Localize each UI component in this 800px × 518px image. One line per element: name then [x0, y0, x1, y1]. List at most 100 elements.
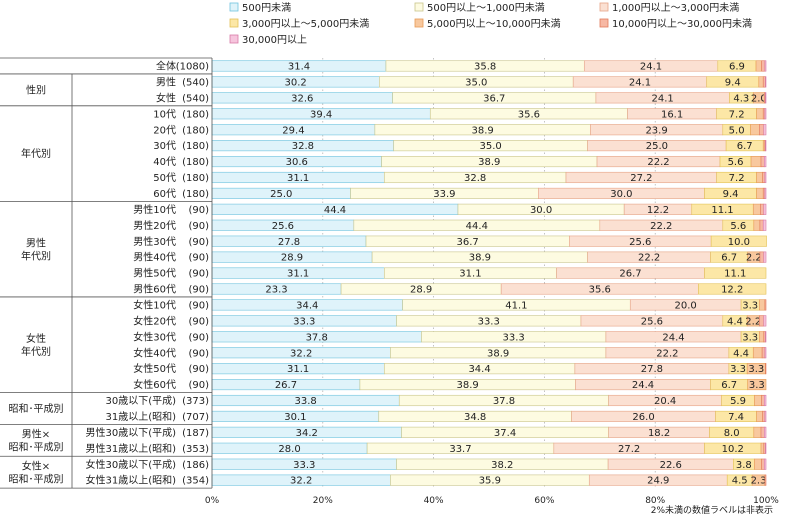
data-label: 35.0 — [480, 141, 502, 152]
row-sample-size: (707) — [182, 412, 209, 423]
bar-segment — [755, 60, 762, 72]
data-label: 33.3 — [293, 316, 315, 327]
data-label: 37.8 — [306, 332, 328, 343]
legend-swatch — [599, 18, 609, 28]
data-label: 34.8 — [464, 412, 486, 423]
data-label: 25.0 — [646, 141, 668, 152]
bar-segment — [765, 331, 767, 343]
data-label: 5.6 — [730, 221, 746, 232]
row-sample-size: (354) — [182, 476, 209, 487]
row-label: 男性30代 — [133, 235, 176, 248]
row-label: 女性 — [156, 91, 176, 104]
row-label: 女性60代 — [133, 378, 176, 391]
legend-swatch — [414, 2, 424, 12]
data-label: 37.4 — [494, 428, 516, 439]
data-label: 22.2 — [656, 348, 678, 359]
row-sample-size: (90) — [188, 221, 209, 232]
data-label: 6.7 — [737, 141, 753, 152]
bar-segment — [698, 283, 767, 295]
data-label: 35.6 — [518, 109, 540, 120]
data-label: 24.1 — [640, 62, 662, 73]
data-label: 25.6 — [629, 237, 651, 248]
legend-label: 500円未満 — [242, 2, 291, 14]
data-label: 7.2 — [729, 173, 745, 184]
legend-label: 500円以上～1,000円未満 — [427, 2, 545, 14]
row-sample-size: (90) — [188, 253, 209, 264]
data-label: 6.9 — [729, 62, 745, 73]
bar-segment — [765, 92, 767, 104]
row-label: 女性40代 — [133, 346, 176, 359]
x-tick-label: 40% — [424, 496, 444, 506]
row-label: 男性 — [156, 75, 176, 88]
row-label: 女性50代 — [133, 362, 176, 375]
data-label: 24.4 — [662, 332, 684, 343]
bar-segment — [762, 171, 766, 184]
data-label: 4.4 — [727, 316, 743, 327]
bar-segment — [764, 347, 767, 359]
data-label: 36.7 — [457, 237, 479, 248]
data-label: 32.8 — [292, 141, 314, 152]
data-label: 31.1 — [459, 269, 481, 280]
bar-segment — [756, 410, 763, 422]
row-label: 男性40代 — [133, 251, 176, 264]
row-label: 男性20代 — [133, 219, 176, 232]
group-label: 男性×昭和･平成別 — [9, 427, 64, 453]
data-label: 32.2 — [290, 476, 312, 487]
bar-segment — [754, 458, 762, 470]
bars: 31.4 35.8 24.1 6.9 30.2 35.0 24.1 9.4 32.6 36.7 24… — [211, 60, 767, 487]
data-label: 39.4 — [310, 109, 332, 120]
group-label: 女性年代別 — [21, 332, 51, 358]
row-sample-size: (180) — [182, 109, 209, 120]
data-label: 31.4 — [288, 62, 310, 73]
bar-segment — [760, 203, 765, 215]
data-label: 22.2 — [647, 157, 669, 168]
row-label: 50代 — [153, 172, 176, 184]
data-label: 36.7 — [483, 93, 505, 104]
bar-segment — [762, 410, 766, 422]
data-label: 30.1 — [284, 412, 306, 423]
data-label: 3.3 — [730, 364, 746, 375]
row-sample-size: (1080) — [176, 62, 209, 73]
row-sample-size: (90) — [188, 205, 209, 216]
row-label: 30歳以下(平成) — [105, 395, 176, 407]
bar-segment — [750, 124, 760, 136]
data-label: 27.2 — [630, 173, 652, 184]
row-label: 60代 — [153, 188, 176, 200]
data-label: 27.8 — [641, 364, 663, 375]
row-label: 男性50代 — [133, 267, 176, 280]
data-label: 25.0 — [270, 189, 292, 200]
data-label: 4.5 — [732, 476, 748, 487]
data-label: 25.6 — [272, 221, 294, 232]
data-label: 28.0 — [278, 444, 300, 455]
bar-segment — [759, 251, 765, 263]
data-label: 3.3 — [749, 380, 765, 391]
row-label: 女性31歳以上(昭和) — [85, 474, 176, 487]
data-label: 32.2 — [290, 348, 312, 359]
data-label: 38.9 — [471, 125, 493, 136]
legend-swatch — [599, 2, 609, 12]
bar-segment — [710, 235, 767, 247]
row-sample-size: (90) — [188, 316, 209, 327]
group-label: 年代別 — [21, 147, 51, 160]
bar-segment — [760, 442, 765, 454]
data-label: 33.3 — [478, 316, 500, 327]
bar-segment — [765, 363, 767, 375]
bar-segment — [758, 76, 764, 88]
data-label: 32.8 — [464, 173, 486, 184]
row-label: 全体 — [156, 60, 176, 73]
data-label: 2.3 — [751, 476, 767, 487]
data-label: 10.0 — [728, 237, 750, 248]
data-label: 20.4 — [654, 396, 676, 407]
row-sample-size: (90) — [188, 332, 209, 343]
bar-segment — [761, 394, 765, 407]
data-label: 41.1 — [505, 301, 527, 312]
bar-segment — [759, 124, 765, 136]
data-label: 22.2 — [650, 221, 672, 232]
data-label: 44.4 — [466, 221, 488, 232]
bar-segment — [764, 171, 767, 184]
row-label: 20代 — [153, 124, 176, 136]
bar-segment — [764, 426, 767, 438]
data-label: 9.4 — [725, 77, 741, 88]
data-label: 30.0 — [610, 189, 632, 200]
